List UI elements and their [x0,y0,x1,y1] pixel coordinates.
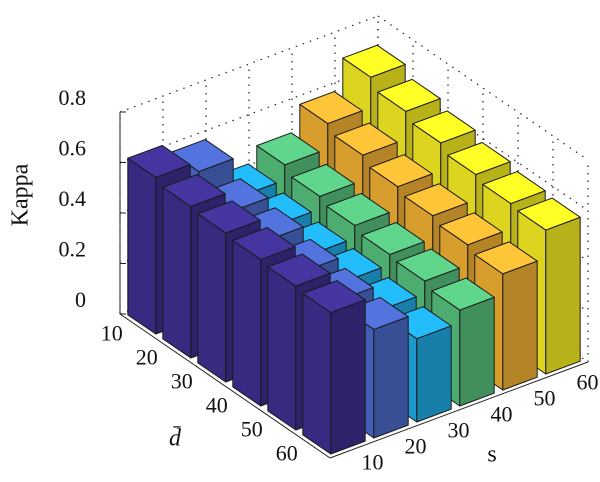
bar-top [439,212,503,246]
bar-front-face [502,260,538,391]
z-tick-label: 0 [75,287,86,312]
bar-front-face [459,296,495,407]
bar-top [267,253,331,287]
y-tick-label: 30 [448,417,470,442]
x-tick-label: 30 [171,369,193,394]
bar-left-face [162,186,192,359]
bar-top [342,44,406,78]
bar-left-face [267,266,297,431]
bar-top [334,122,398,156]
x-tick-label: 60 [276,441,298,466]
bar-front-face [373,316,409,439]
bar-top [232,227,296,261]
bar-top [369,154,433,188]
bar-top [474,241,538,275]
z-tick-label: 0.8 [59,85,87,110]
z-axis-label: Kappa [8,163,34,226]
bar-top [517,197,581,231]
x-axis [119,313,331,459]
bar-top [404,183,468,217]
x-tick-label: 40 [206,393,228,418]
x-tick-label: 20 [136,345,158,370]
bar-top [256,132,320,166]
bar-top [412,110,476,144]
bar-top [127,144,191,178]
bar-top [396,248,460,282]
y-tick-label: 10 [362,449,384,474]
bar-top [377,78,441,112]
bar-top [291,163,355,197]
bar-top [299,91,363,125]
bar-top [482,171,546,205]
y-tick-label: 50 [534,385,556,410]
y-axis-label: s [487,442,496,468]
bar-front-face [416,325,452,423]
bar-top [431,277,495,311]
bar-left-face [127,157,157,335]
x-tick-label: 50 [241,417,263,442]
bar-top [302,280,366,314]
grid-line [119,15,379,113]
y-tick-label: 20 [405,433,427,458]
z-tick-label: 0.4 [59,186,87,211]
bar-top [361,221,425,255]
y-tick-label: 60 [577,369,599,394]
x-axis-label: d̄ [169,426,182,452]
y-axis [329,361,589,459]
bar-top [326,192,390,226]
bar-front-face [545,216,581,375]
z-tick-label: 0.6 [59,136,87,161]
bar-front-face [330,299,366,455]
y-tick-label: 40 [491,401,513,426]
bar-top [447,142,511,175]
x-tick-label: 10 [101,321,123,346]
bar-left-face [232,239,262,407]
bar-top [197,200,261,234]
bar-left-face [302,292,332,455]
z-tick-label: 0.2 [59,237,87,262]
bar-left-face [197,213,227,383]
bar-top [162,174,226,207]
